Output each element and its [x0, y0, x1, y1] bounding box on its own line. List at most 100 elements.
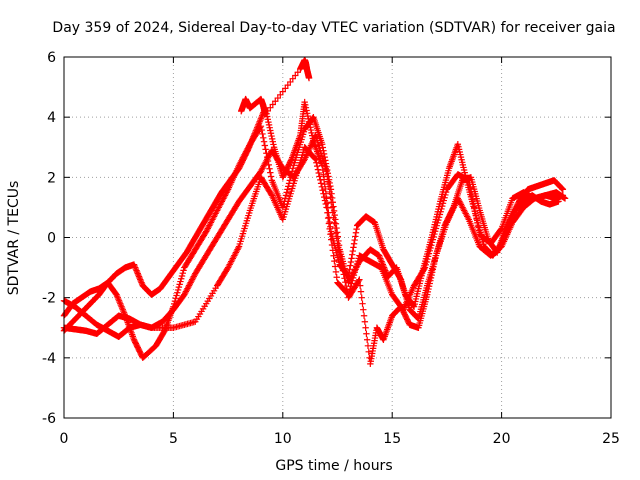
data-point	[264, 107, 271, 115]
data-point	[179, 269, 186, 277]
data-point	[135, 273, 143, 280]
data-point	[305, 118, 313, 125]
data-point	[424, 288, 432, 296]
data-point	[345, 269, 353, 277]
y-tick-label: -2	[42, 291, 56, 307]
data-point	[249, 135, 256, 142]
data-point	[258, 113, 265, 121]
data-point	[292, 72, 299, 79]
data-point	[255, 119, 263, 127]
data-point	[303, 107, 310, 114]
data-point	[335, 248, 343, 255]
data-point	[287, 157, 295, 164]
data-point	[382, 267, 389, 274]
data-point	[330, 214, 337, 221]
data-point	[120, 309, 128, 316]
data-point	[252, 127, 260, 134]
data-point	[118, 303, 125, 310]
data-point	[348, 251, 356, 258]
data-point	[305, 74, 313, 82]
data-point	[133, 268, 141, 276]
data-point	[177, 278, 184, 285]
data-point	[348, 255, 355, 262]
data-point	[430, 263, 437, 270]
data-point	[320, 176, 328, 183]
y-tick-label: 2	[47, 170, 56, 186]
data-point	[425, 285, 432, 293]
data-point	[428, 271, 435, 279]
data-point	[331, 257, 338, 265]
x-tick-label: 20	[493, 431, 511, 447]
data-marks	[60, 56, 569, 368]
data-point	[281, 198, 288, 205]
data-point	[431, 257, 438, 265]
data-point	[248, 138, 255, 145]
data-point	[307, 126, 315, 134]
data-point	[323, 195, 330, 202]
data-point	[397, 275, 404, 282]
data-point	[317, 180, 325, 187]
data-point	[324, 178, 332, 185]
data-point	[349, 247, 357, 255]
data-point	[430, 260, 438, 268]
data-point	[265, 121, 273, 129]
data-point	[350, 244, 357, 251]
data-point	[380, 264, 388, 271]
data-point	[432, 255, 439, 262]
data-point	[337, 255, 344, 263]
data-point	[254, 122, 261, 130]
data-point	[320, 171, 327, 178]
data-point	[322, 200, 329, 208]
data-point	[379, 261, 387, 268]
data-point	[131, 262, 138, 270]
data-point	[330, 252, 337, 259]
data-point	[347, 262, 354, 269]
data-point	[176, 281, 183, 288]
data-point	[321, 181, 328, 188]
data-point	[259, 130, 266, 138]
data-point	[286, 177, 294, 184]
y-tick-labels: -6 -4 -2 0 2 4 6	[42, 50, 56, 427]
data-point	[301, 98, 308, 106]
x-tick-label: 15	[383, 431, 401, 447]
data-point	[344, 272, 352, 279]
data-point	[118, 304, 126, 312]
series-track-4	[60, 132, 569, 368]
data-point	[307, 124, 314, 131]
data-point	[427, 274, 435, 282]
data-point	[272, 98, 279, 105]
data-point	[358, 294, 365, 301]
data-point	[339, 267, 347, 274]
data-point	[334, 240, 341, 247]
data-point	[121, 311, 128, 318]
data-point	[178, 275, 185, 282]
data-point	[257, 115, 265, 122]
data-point	[285, 183, 292, 190]
data-point	[279, 88, 286, 95]
x-tick-label: 25	[602, 431, 620, 447]
data-point	[357, 288, 365, 295]
data-point	[138, 279, 145, 286]
data-point	[336, 251, 344, 259]
data-point	[267, 104, 274, 111]
data-point	[280, 201, 287, 208]
data-point	[302, 104, 310, 111]
data-point	[174, 286, 182, 294]
data-point	[244, 147, 251, 154]
data-point	[323, 199, 331, 207]
data-point	[266, 165, 273, 172]
data-point	[115, 297, 123, 304]
data-point	[269, 138, 276, 145]
data-point	[235, 244, 242, 252]
data-point	[363, 330, 370, 337]
plot-frame	[63, 56, 612, 419]
data-point	[267, 130, 275, 137]
data-point	[328, 204, 336, 211]
data-point	[333, 235, 340, 242]
data-point	[361, 318, 369, 325]
data-point	[260, 138, 268, 145]
y-tick-label: 4	[47, 110, 56, 126]
data-point	[281, 195, 289, 202]
data-point	[115, 295, 122, 303]
data-point	[376, 253, 383, 261]
